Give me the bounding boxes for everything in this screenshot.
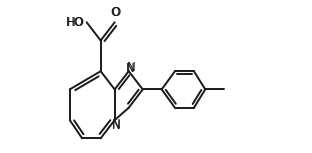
Text: N: N: [126, 62, 134, 75]
Text: O: O: [111, 6, 120, 19]
Text: N: N: [127, 61, 136, 74]
Text: HO: HO: [67, 16, 85, 29]
Text: O: O: [110, 6, 119, 19]
Text: N: N: [112, 118, 120, 131]
Text: N: N: [112, 119, 121, 132]
Text: HO: HO: [66, 16, 84, 29]
